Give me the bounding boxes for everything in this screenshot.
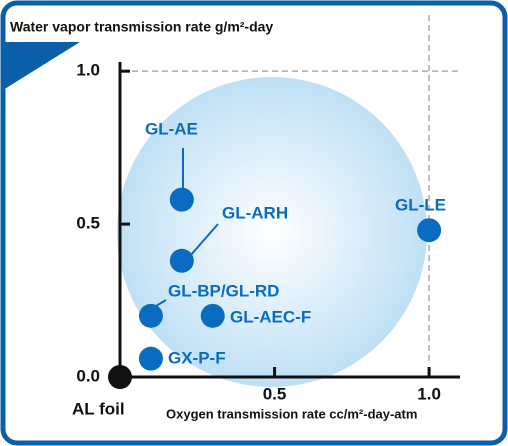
corner-wedge <box>3 42 80 90</box>
leader-line <box>189 223 219 257</box>
x-tick-label: 1.0 <box>417 384 441 403</box>
point-label: GL-AE <box>145 119 198 138</box>
point-label: AL foil <box>72 399 125 418</box>
point-label: GL-LE <box>395 195 446 214</box>
point-label: GL-ARH <box>222 203 288 222</box>
point-label: GX-P-F <box>168 348 226 367</box>
x-axis-label: Oxygen transmission rate cc/m²-day-atm <box>166 406 417 421</box>
point <box>108 365 132 389</box>
point <box>138 303 163 328</box>
point <box>169 248 194 273</box>
y-tick-label: 0.5 <box>76 214 100 233</box>
point-label: GL-BP/GL-RD <box>168 281 279 300</box>
y-tick-label: 0.0 <box>76 366 100 385</box>
x-tick-label: 0.5 <box>263 384 287 403</box>
chart-title: Water vapor transmission rate g/m²-day <box>10 19 273 35</box>
point-label: GL-AEC-F <box>230 307 311 326</box>
y-tick-label: 1.0 <box>76 61 100 80</box>
point <box>200 303 225 328</box>
highlight-circle <box>117 77 427 387</box>
point <box>169 187 194 212</box>
point <box>417 218 442 243</box>
point <box>138 346 163 371</box>
leader-line <box>155 299 167 307</box>
